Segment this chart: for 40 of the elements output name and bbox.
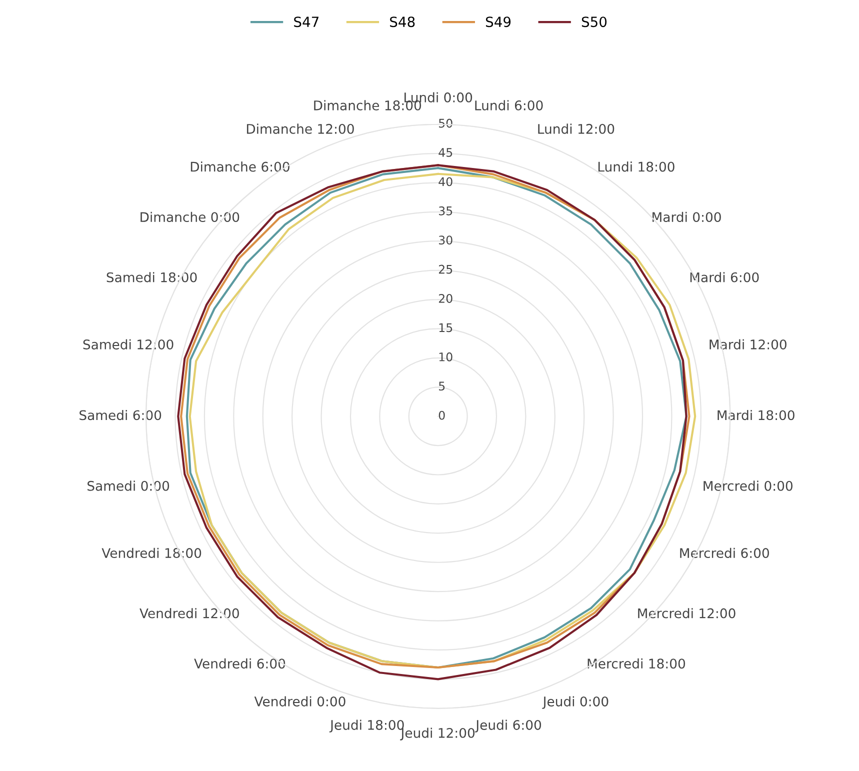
spoke-label: Lundi 6:00 — [475, 100, 543, 110]
spoke-label: Mercredi 6:00 — [680, 548, 769, 558]
y-tick-label: 45 — [438, 148, 452, 157]
spoke-label: Mardi 18:00 — [718, 410, 794, 420]
legend-label: S49 — [486, 16, 511, 28]
y-tick-label: 5 — [439, 382, 445, 391]
y-tick-label: 40 — [438, 177, 452, 186]
y-tick-label: 20 — [438, 294, 452, 303]
y-tick-label: 15 — [439, 323, 452, 332]
y-tick-label: 30 — [438, 236, 452, 245]
legend-label: S50 — [582, 16, 607, 28]
spoke-label: Mercredi 0:00 — [704, 480, 792, 491]
spoke-label: Dimanche 18:00 — [314, 100, 422, 110]
spoke-label: Mercredi 12:00 — [638, 608, 736, 618]
spoke-label: Vendredi 18:00 — [102, 548, 202, 558]
spoke-label: Jeudi 6:00 — [474, 720, 542, 732]
spoke-label: Samedi 6:00 — [80, 410, 162, 420]
spoke-label: Lundi 18:00 — [598, 162, 674, 172]
spoke-label: Mardi 0:00 — [652, 212, 721, 222]
y-tick-label: 35 — [438, 206, 452, 216]
legend-label: S47 — [294, 16, 318, 28]
y-tick-label: 10 — [439, 352, 452, 362]
spoke-label: Samedi 0:00 — [88, 480, 170, 491]
spoke-label: Dimanche 12:00 — [246, 124, 354, 134]
spoke-label: Dimanche 6:00 — [190, 162, 290, 172]
spoke-label: Vendredi 12:00 — [140, 608, 239, 618]
y-tick-label: 0 — [438, 410, 445, 420]
spoke-label: Mercredi 18:00 — [588, 658, 686, 669]
spoke-label: Vendredi 0:00 — [254, 696, 346, 706]
spoke-label: Lundi 12:00 — [538, 124, 614, 134]
spoke-label: Vendredi 6:00 — [194, 658, 286, 669]
spoke-label: Mardi 12:00 — [710, 339, 786, 350]
y-tick-label: 25 — [438, 264, 452, 274]
spoke-label: Jeudi 0:00 — [542, 696, 608, 709]
spoke-label: Mardi 6:00 — [690, 272, 759, 282]
spoke-label: Dimanche 0:00 — [140, 212, 240, 222]
spoke-label: Samedi 12:00 — [83, 339, 174, 350]
spoke-label: Samedi 18:00 — [106, 272, 197, 282]
legend-label: S48 — [390, 16, 415, 28]
spoke-label: Lundi 0:00 — [404, 92, 472, 102]
